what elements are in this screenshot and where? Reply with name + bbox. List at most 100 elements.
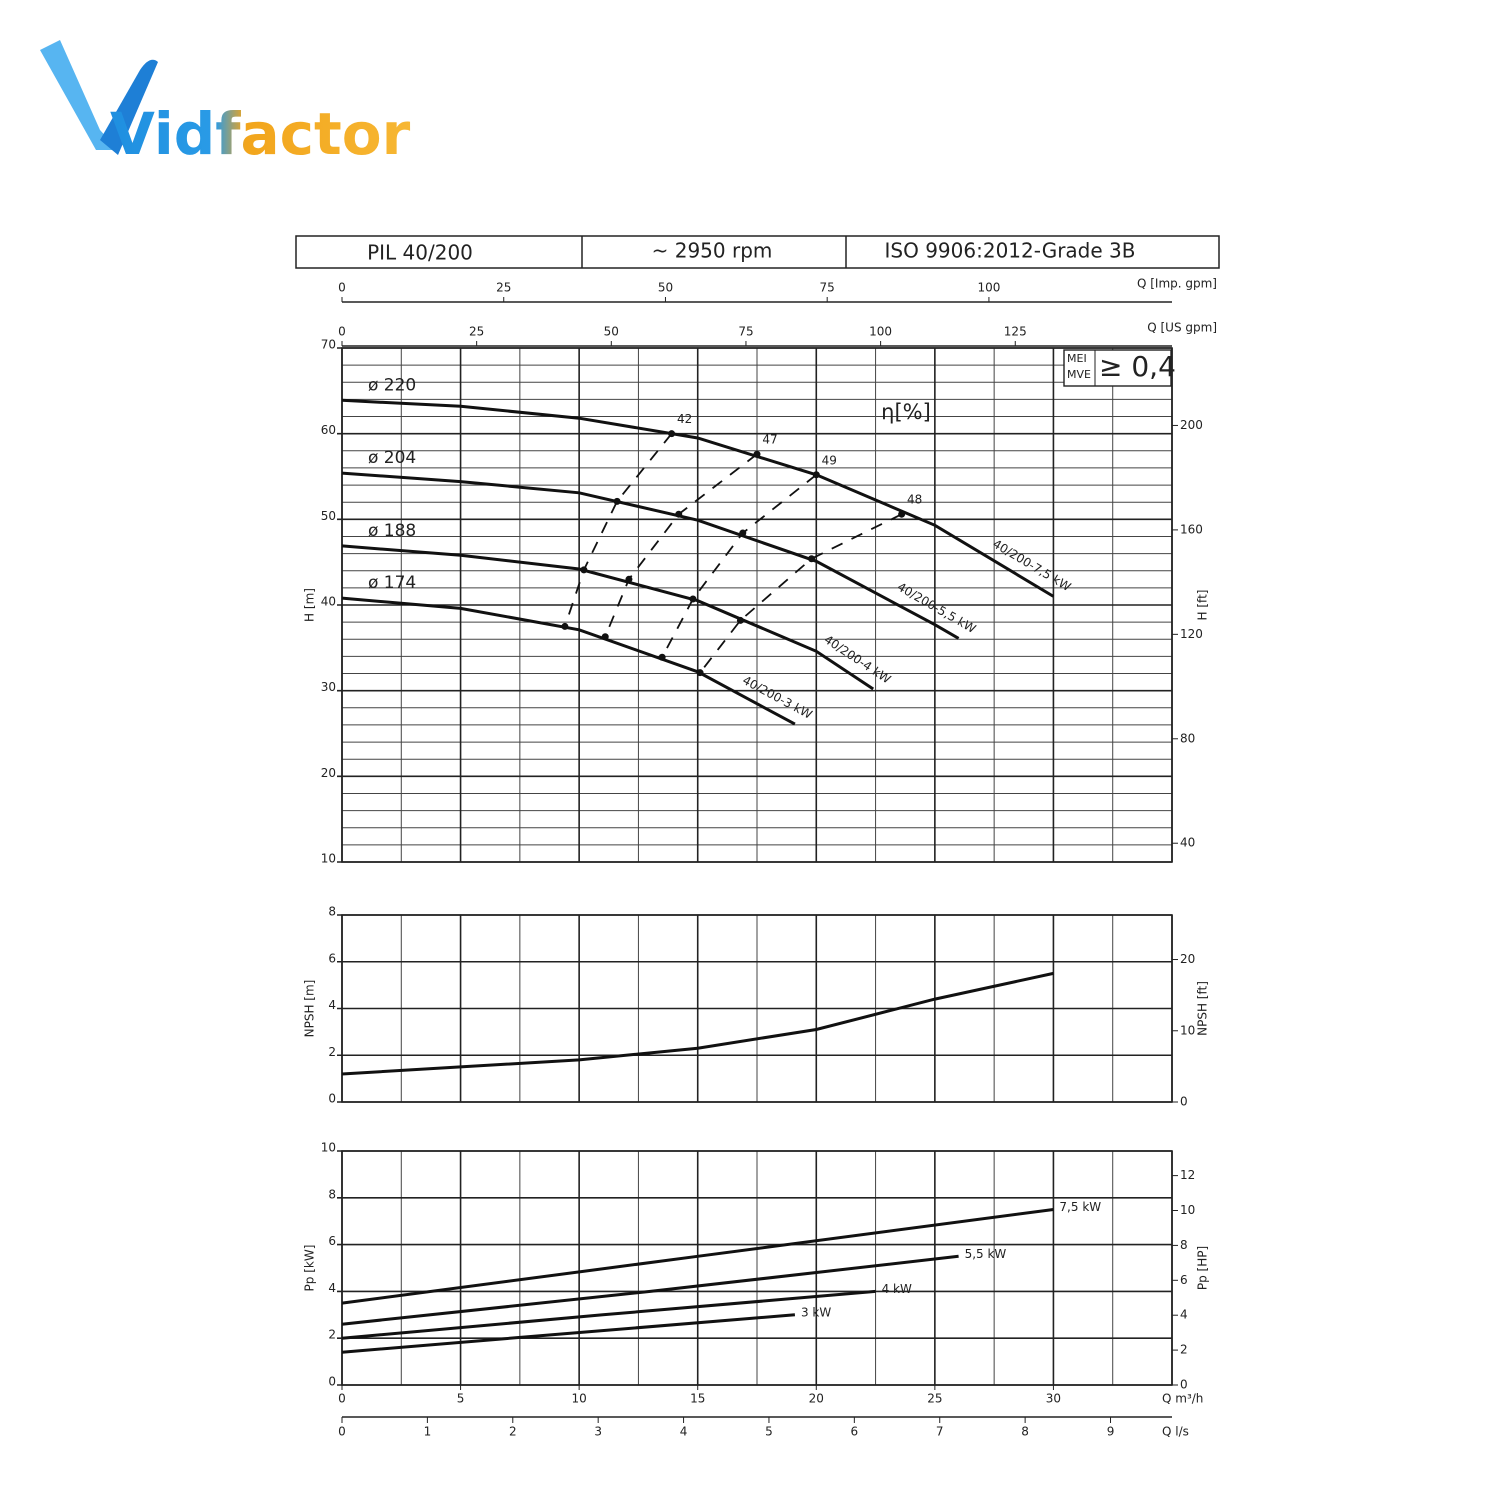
mei-label: MEI: [1067, 352, 1087, 365]
logo: Vidfactor: [40, 40, 411, 168]
x-tick-label: 0: [338, 1392, 346, 1406]
y-tick-label: 6: [328, 1234, 336, 1248]
x-tick-label: 5: [765, 1425, 773, 1439]
y-tick-label: 50: [321, 509, 336, 523]
y-tick-label: 6: [328, 951, 336, 965]
efficiency-point: [625, 575, 633, 583]
y-tick-label: 2: [328, 1045, 336, 1059]
y2-tick-label: 12: [1180, 1168, 1195, 1182]
efficiency-point: [739, 529, 747, 537]
curve-label: 7,5 kW: [1059, 1200, 1101, 1214]
y-tick-label: 8: [328, 1187, 336, 1201]
x-tick-label: 15: [690, 1392, 705, 1406]
header: PIL 40/200 ~ 2950 rpm ISO 9906:2012-Grad…: [295, 235, 1220, 269]
efficiency-label: 42: [677, 412, 692, 426]
x-tick-label: 30: [1046, 1392, 1061, 1406]
x-tick-label: 5: [457, 1392, 465, 1406]
y-axis-label: H [m]: [303, 588, 317, 622]
y2-axis-label: Pp [HP]: [1196, 1246, 1210, 1290]
x-tick-label: 75: [820, 281, 835, 295]
x-tick-label: 9: [1107, 1425, 1115, 1439]
efficiency-point: [696, 669, 704, 677]
curve: [341, 596, 796, 726]
y2-tick-label: 2: [1180, 1343, 1188, 1357]
efficiency-point: [613, 497, 621, 505]
curve: [341, 1313, 796, 1354]
efficiency-label: 47: [762, 433, 777, 447]
efficiency-curve: [699, 513, 903, 674]
efficiency-curve: [564, 433, 673, 627]
x-tick-label: 1: [424, 1425, 432, 1439]
header-box: [295, 235, 1220, 269]
x-tick-label: 50: [658, 281, 673, 295]
curve-name: ø 220: [368, 375, 416, 395]
efficiency-point: [898, 510, 906, 518]
y2-tick-label: 40: [1180, 836, 1195, 850]
x-tick-label: 75: [738, 325, 753, 339]
x-tick-label: 3: [594, 1425, 602, 1439]
y2-tick-label: 0: [1180, 1095, 1188, 1109]
header-cell: ISO 9906:2012-Grade 3B: [885, 239, 1136, 263]
x-tick-label: 0: [338, 1425, 346, 1439]
efficiency-point: [658, 653, 666, 661]
y-tick-label: 4: [328, 1281, 336, 1295]
x-axis-label: Q l/s: [1162, 1425, 1189, 1439]
efficiency-label: 48: [907, 493, 922, 507]
plot-frame: [341, 1150, 1173, 1386]
header-cell: PIL 40/200: [367, 241, 473, 265]
curve: [341, 971, 1054, 1076]
y-tick-label: 0: [328, 1092, 336, 1106]
logo-text: Vidfactor: [110, 100, 411, 168]
efficiency-point: [580, 566, 588, 574]
y-tick-label: 60: [321, 423, 336, 437]
curve-name: ø 174: [368, 573, 416, 593]
efficiency-point: [689, 595, 697, 603]
x-tick-label: 100: [869, 325, 892, 339]
x-tick-label: 20: [809, 1392, 824, 1406]
mei-label: MVE: [1067, 368, 1091, 381]
y2-tick-label: 200: [1180, 418, 1203, 432]
plot-frame: [341, 347, 1173, 863]
y2-tick-label: 4: [1180, 1308, 1188, 1322]
x-tick-label: 7: [936, 1425, 944, 1439]
efficiency-point: [753, 450, 761, 458]
y2-tick-label: 20: [1180, 952, 1195, 966]
efficiency-point: [675, 510, 683, 518]
mei-value: ≥ 0,4: [1099, 350, 1176, 383]
curve: [341, 1254, 959, 1326]
y-tick-label: 20: [321, 766, 336, 780]
y-tick-label: 10: [321, 852, 336, 866]
y2-tick-label: 0: [1180, 1378, 1188, 1392]
y-tick-label: 70: [321, 338, 336, 352]
curve: [341, 1289, 876, 1340]
x-tick-label: 25: [469, 325, 484, 339]
y2-tick-label: 8: [1180, 1238, 1188, 1252]
x-tick-label: 25: [496, 281, 511, 295]
curve-name: ø 188: [368, 521, 416, 541]
curve: [341, 398, 1055, 598]
curve: [341, 544, 875, 691]
x-tick-label: 8: [1021, 1425, 1029, 1439]
curve-label: 5,5 kW: [965, 1247, 1007, 1261]
efficiency-point: [601, 633, 609, 641]
y-tick-label: 40: [321, 595, 336, 609]
y2-axis-label: NPSH [ft]: [1196, 981, 1210, 1036]
y-tick-label: 0: [328, 1375, 336, 1389]
y-tick-label: 2: [328, 1328, 336, 1342]
efficiency-curve: [604, 453, 758, 638]
curve: [341, 471, 960, 640]
x-axis-label: Q m³/h: [1162, 1392, 1203, 1406]
efficiency-point: [812, 471, 820, 479]
y-tick-label: 8: [328, 905, 336, 919]
x-tick-label: 10: [572, 1392, 587, 1406]
y-tick-label: 30: [321, 680, 336, 694]
y2-axis-label: H [ft]: [1196, 590, 1210, 621]
y-axis-label: Pp [kW]: [303, 1245, 317, 1292]
y2-tick-label: 80: [1180, 731, 1195, 745]
x-tick-label: 25: [927, 1392, 942, 1406]
curve: [341, 1208, 1054, 1305]
efficiency-curve: [661, 474, 817, 658]
efficiency-label: 49: [822, 453, 837, 467]
header-cell: ~ 2950 rpm: [652, 239, 773, 263]
